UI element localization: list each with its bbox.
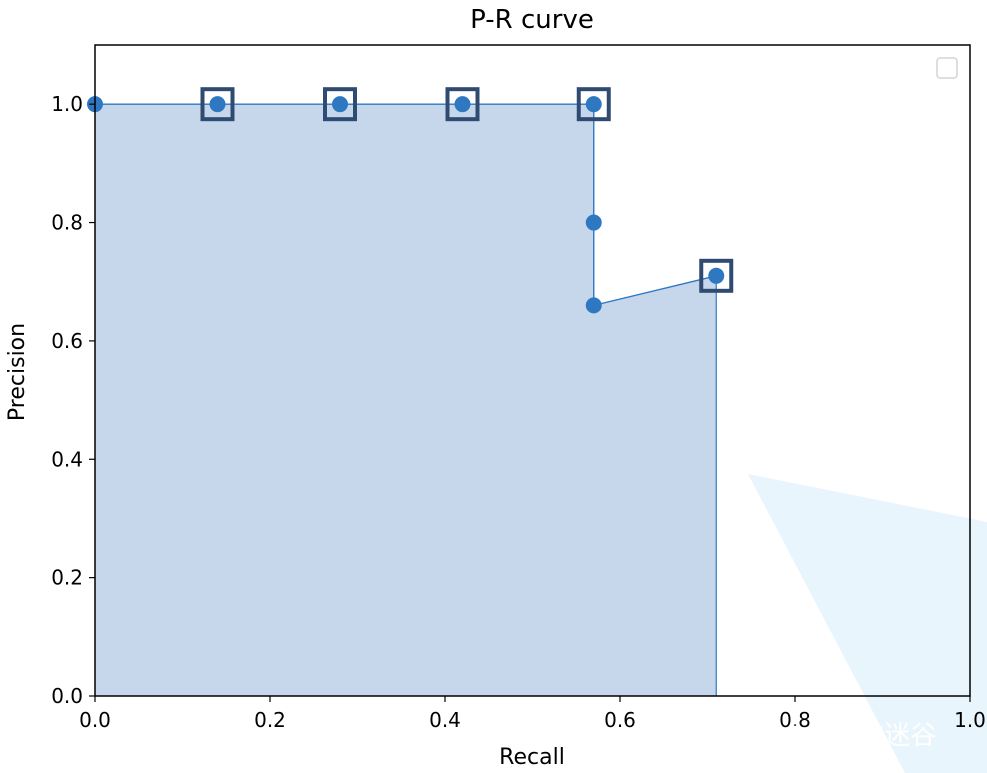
y-tick-label: 1.0 — [51, 92, 83, 116]
highlight-box — [699, 258, 734, 293]
x-tick-label: 1.0 — [954, 708, 986, 732]
data-point — [454, 96, 471, 113]
x-axis-ticks: 0.0 0.2 0.4 0.6 0.8 1.0 — [79, 696, 986, 732]
data-point — [585, 214, 602, 231]
x-tick-label: 0.6 — [604, 708, 636, 732]
y-axis-label: Precision — [5, 323, 30, 421]
highlight-box — [576, 87, 611, 122]
data-point — [332, 96, 348, 113]
series-markers — [87, 96, 725, 314]
x-tick-label: 0.4 — [429, 708, 461, 732]
area-fill — [95, 104, 717, 696]
watermark-text: 知乎 @记忆的迷谷 — [720, 721, 936, 751]
decorative-light-wedge — [748, 474, 987, 773]
legend-box — [936, 57, 958, 79]
plot-frame — [94, 44, 971, 697]
area-under-curve — [95, 104, 717, 696]
highlight-boxes — [200, 87, 734, 293]
highlight-box — [323, 87, 357, 122]
y-axis-ticks: 0.0 0.2 0.4 0.6 0.8 1.0 — [51, 92, 95, 708]
highlight-box — [200, 87, 235, 122]
series-line — [95, 103, 717, 307]
x-tick-label: 0.2 — [254, 708, 286, 732]
x-axis-label: Recall — [499, 745, 565, 770]
y-tick-label: 0.0 — [51, 684, 83, 708]
data-point — [585, 297, 602, 314]
y-tick-label: 0.2 — [51, 566, 83, 590]
y-tick-label: 0.6 — [51, 329, 83, 353]
y-tick-label: 0.8 — [51, 211, 83, 235]
chart-title: P-R curve — [470, 5, 594, 35]
pr-line — [95, 103, 717, 307]
data-point — [708, 267, 725, 284]
highlight-box — [445, 87, 480, 122]
x-tick-label: 0.8 — [779, 708, 811, 732]
x-tick-label: 0.0 — [79, 708, 111, 732]
data-point — [209, 96, 226, 113]
data-point — [585, 96, 602, 113]
y-tick-label: 0.4 — [51, 447, 83, 471]
